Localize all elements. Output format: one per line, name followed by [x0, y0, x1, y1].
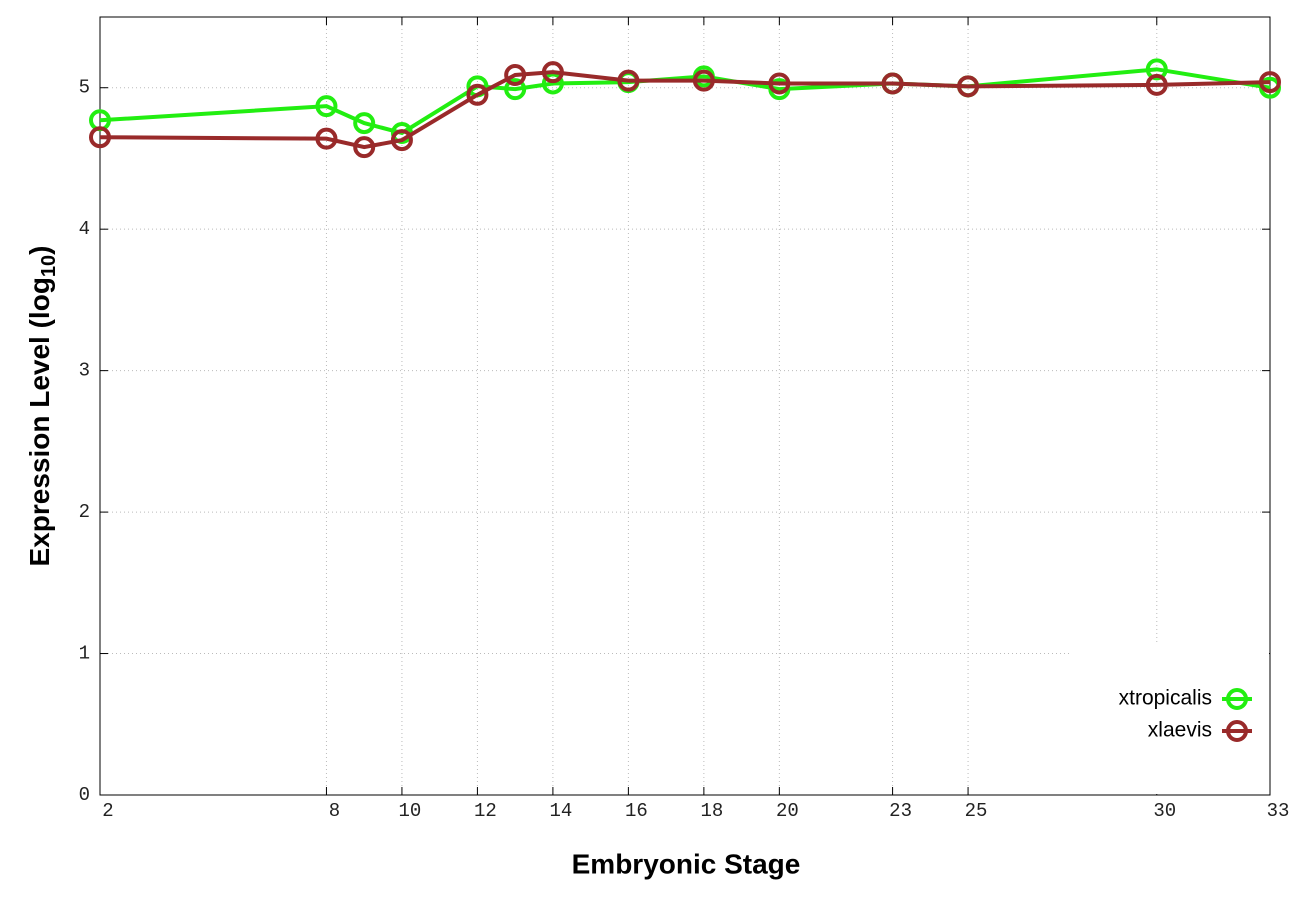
data-point — [768, 72, 791, 95]
data-point — [541, 61, 564, 84]
x-tick-label: 2 — [102, 800, 113, 822]
data-point — [315, 95, 338, 118]
y-tick-label: 5 — [79, 77, 90, 99]
y-tick-label: 2 — [79, 501, 90, 523]
data-point — [315, 127, 338, 150]
x-tick-label: 33 — [1267, 800, 1290, 822]
data-point — [957, 75, 980, 98]
y-tick-label: 3 — [79, 360, 90, 382]
y-axis-label-text: Expression Level (log — [24, 277, 55, 566]
data-point — [881, 72, 904, 95]
x-tick-label: 14 — [549, 800, 572, 822]
legend-label: xlaevis — [1148, 719, 1212, 742]
data-point — [541, 72, 564, 95]
y-tick-label: 4 — [79, 218, 90, 240]
x-tick-label: 25 — [965, 800, 988, 822]
y-axis-label: Expression Level (log10) — [24, 246, 60, 567]
x-tick-label: 30 — [1153, 800, 1176, 822]
data-point — [1145, 58, 1168, 81]
x-axis-label: Embryonic Stage — [572, 848, 801, 879]
y-tick-label: 1 — [79, 643, 90, 665]
data-point — [692, 69, 715, 92]
data-point — [89, 126, 111, 149]
x-tick-label: 10 — [399, 800, 422, 822]
data-point — [466, 83, 489, 106]
y-axis-label-end: ) — [24, 246, 55, 255]
x-tick-label: 8 — [329, 800, 340, 822]
x-tick-label: 23 — [889, 800, 912, 822]
data-point — [353, 136, 376, 159]
legend-box — [1070, 642, 1269, 794]
data-point — [353, 112, 376, 135]
series-line — [99, 70, 1271, 150]
data-point — [390, 129, 413, 152]
y-tick-label: 0 — [79, 784, 90, 806]
x-tick-label: 20 — [776, 800, 799, 822]
x-tick-label: 18 — [700, 800, 723, 822]
data-point — [504, 78, 527, 101]
x-tick-label: 12 — [474, 800, 497, 822]
data-point — [1145, 73, 1168, 96]
data-point — [504, 63, 527, 86]
data-point — [1259, 71, 1281, 94]
x-tick-label: 16 — [625, 800, 648, 822]
legend-marker — [1226, 688, 1248, 710]
legend-marker — [1226, 720, 1248, 742]
y-axis-label-subscript: 10 — [38, 255, 60, 277]
plot-frame — [99, 16, 1271, 796]
data-point — [617, 69, 640, 92]
legend-label: xtropicalis — [1119, 687, 1212, 710]
